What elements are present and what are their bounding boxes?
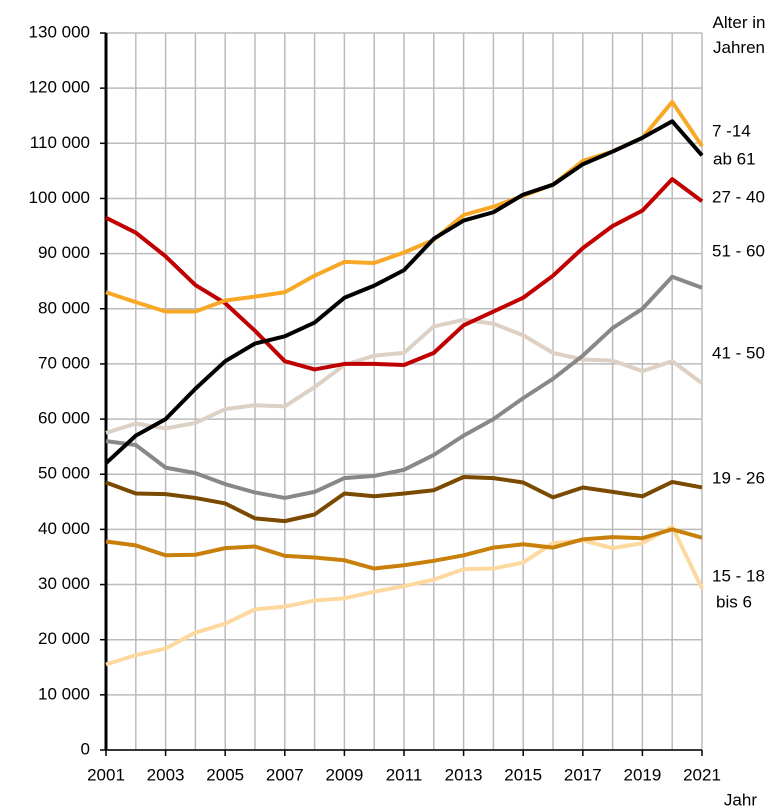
series-label: 7 -14 bbox=[712, 121, 751, 140]
series-line bbox=[105, 524, 704, 667]
x-tick-label: 2011 bbox=[386, 765, 423, 784]
series-label: ab 61 bbox=[713, 149, 756, 168]
x-axis-label: Jahr bbox=[724, 790, 757, 809]
x-tick-label: 2007 bbox=[266, 765, 304, 784]
y-tick-label: 130 000 bbox=[29, 22, 90, 41]
x-tick-label: 2005 bbox=[206, 765, 244, 784]
x-tick-label: 2017 bbox=[564, 765, 602, 784]
y-tick-label: 100 000 bbox=[29, 188, 90, 207]
series-label: 27 - 40 bbox=[712, 187, 765, 206]
series-label: 51 - 60 bbox=[712, 241, 765, 260]
legend-title: Alter in Jahren bbox=[712, 13, 766, 57]
series-label: 19 - 26 bbox=[712, 468, 765, 487]
y-tick-label: 70 000 bbox=[38, 353, 90, 372]
x-tick-label: 2021 bbox=[683, 765, 721, 784]
y-tick-label: 40 000 bbox=[38, 519, 90, 538]
y-tick-label: 50 000 bbox=[38, 464, 90, 483]
series-line bbox=[104, 119, 704, 465]
x-tick-label: 2013 bbox=[445, 765, 483, 784]
y-tick-label: 30 000 bbox=[38, 574, 90, 593]
y-tick-label: 0 bbox=[81, 739, 90, 758]
x-tick-label: 2003 bbox=[147, 765, 185, 784]
series-line bbox=[105, 274, 703, 500]
series-label: bis 6 bbox=[716, 592, 752, 611]
series-line bbox=[105, 474, 703, 524]
x-tick-label: 2015 bbox=[504, 765, 542, 784]
x-tick-label: 2019 bbox=[623, 765, 661, 784]
y-tick-label: 110 000 bbox=[30, 133, 90, 152]
y-tick-label: 10 000 bbox=[38, 684, 90, 703]
x-tick-label: 2001 bbox=[87, 765, 125, 784]
y-tick-label: 20 000 bbox=[38, 629, 90, 648]
y-tick-label: 60 000 bbox=[38, 409, 90, 428]
x-tick-label: 2009 bbox=[325, 765, 363, 784]
y-tick-label: 80 000 bbox=[38, 298, 90, 317]
y-tick-label: 120 000 bbox=[29, 78, 90, 97]
series-line bbox=[105, 177, 704, 372]
series-label: 41 - 50 bbox=[712, 343, 765, 362]
series-line bbox=[105, 317, 704, 435]
series-line bbox=[105, 527, 703, 571]
y-tick-label: 90 000 bbox=[38, 243, 90, 262]
series-label: 15 - 18 bbox=[712, 566, 765, 585]
